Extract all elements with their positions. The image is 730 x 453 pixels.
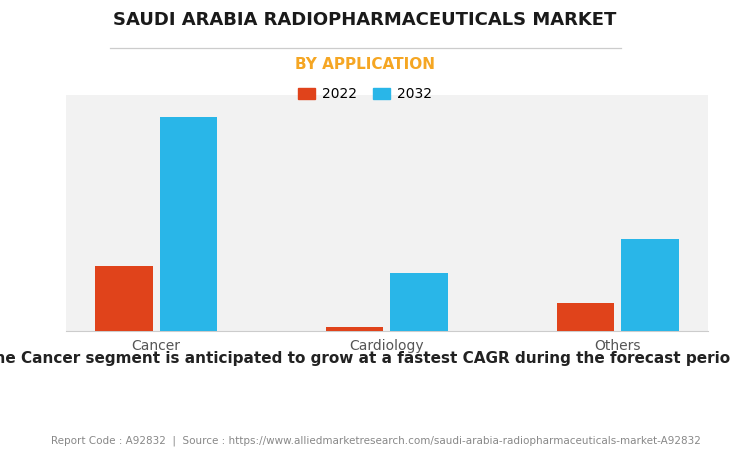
Bar: [95, 266, 153, 331]
Bar: [556, 303, 614, 331]
Text: BY APPLICATION: BY APPLICATION: [295, 57, 435, 72]
Bar: [391, 273, 448, 331]
Text: SAUDI ARABIA RADIOPHARMACEUTICALS MARKET: SAUDI ARABIA RADIOPHARMACEUTICALS MARKET: [113, 11, 617, 29]
Legend: 2022, 2032: 2022, 2032: [293, 82, 437, 107]
Bar: [326, 328, 383, 331]
Text: Report Code : A92832  |  Source : https://www.alliedmarketresearch.com/saudi-ara: Report Code : A92832 | Source : https://…: [51, 436, 701, 446]
Bar: [621, 239, 679, 331]
Bar: [160, 116, 218, 331]
Text: The Cancer segment is anticipated to grow at a fastest CAGR during the forecast : The Cancer segment is anticipated to gro…: [0, 351, 730, 366]
